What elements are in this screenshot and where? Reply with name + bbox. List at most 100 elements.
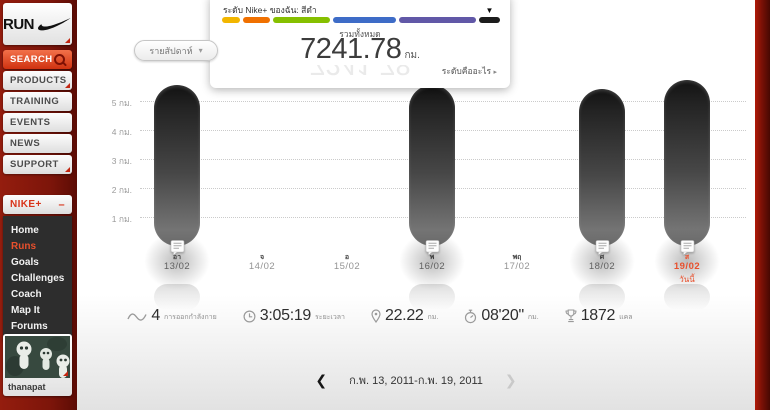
sidebar-item-home[interactable]: Home [11,224,39,236]
date-label: 15/02 [333,261,361,272]
run-bar-18/02[interactable] [579,89,625,246]
sidebar-nav-buttons: PRODUCTS TRAINING EVENTS NEWS SUPPORT [3,71,72,176]
note-icon[interactable] [680,240,695,256]
sidebar-button-support[interactable]: SUPPORT [3,155,72,174]
day-letter: จ [259,254,265,261]
sidebar-button-training[interactable]: TRAINING [3,92,72,111]
bar-reflection [154,284,200,310]
run-logo-text: RUN [3,15,35,33]
note-icon[interactable] [595,240,610,256]
stat-pace-value: 08'20" [481,307,524,324]
y-axis-tick-label: 1 กม. [111,214,132,224]
sidebar-item-forums[interactable]: Forums [11,320,48,332]
submenu-corner-icon [65,83,70,88]
y-axis-tick-label: 5 กม. [111,98,132,108]
stat-duration-value: 3:05:19 [259,307,312,324]
pin-icon [371,309,381,323]
run-logo[interactable]: RUN [3,3,72,45]
total-distance-unit: กม. [404,50,420,61]
stat-workouts-value: 4 [151,307,161,324]
profile-card[interactable]: thanapat [3,334,72,396]
stat-pace: 08'20" กม. [464,307,539,325]
search-button-label: SEARCH [10,54,53,65]
day-letter: อา [172,254,182,261]
arrow-right-icon: ▸ [493,69,497,76]
date-label: 18/02 [588,261,616,272]
day-letter: พ [429,254,435,261]
sidebar-item-runs[interactable]: Runs [11,240,36,252]
level-marker-icon: ▼ [485,6,494,15]
level-progress-bar [222,17,500,23]
sidebar-button-label: EVENTS [10,117,51,128]
clock-icon [243,309,256,323]
pulse-icon [127,310,148,323]
y-axis-tick-label: 4 กม. [111,127,132,137]
nikeplus-label: NIKE+ [10,199,42,210]
week-range-label: ก.พ. 13, 2011-ก.พ. 19, 2011 [349,375,483,387]
level-segment-green [273,17,330,23]
corner-triangle-icon [65,38,70,43]
sidebar-item-coach[interactable]: Coach [11,288,42,300]
stat-distance: 22.22 กม. [371,307,438,325]
day-letter: พฤ [512,254,522,261]
note-icon[interactable] [170,240,185,256]
previous-week-button[interactable]: ❮ [315,371,328,388]
level-popup-title: ระดับ Nike+ ของฉัน: สีดำ [223,5,317,15]
avatar [5,336,70,378]
stat-workouts-unit: การออกกำลังกาย [164,314,217,321]
sidebar-button-events[interactable]: EVENTS [3,113,72,132]
sidebar-button-news[interactable]: NEWS [3,134,72,153]
stat-calories-unit: แคล [619,314,633,321]
background-fade [77,295,755,410]
total-distance: 7241.78 กม. [210,33,510,66]
date-label: 19/02 [673,261,701,272]
stopwatch-icon [464,309,477,324]
level-segment-black [479,17,500,23]
y-axis-tick-label: 2 กม. [111,185,132,195]
sidebar-button-label: SUPPORT [10,159,59,170]
next-week-button[interactable]: ❯ [504,371,517,388]
y-axis-tick-label: 3 กม. [111,156,132,166]
sidebar-item-challenges[interactable]: Challenges [11,272,65,284]
stat-distance-unit: กม. [427,314,439,321]
username: thanapat [8,382,46,392]
search-button[interactable]: SEARCH [3,50,72,69]
sidebar-item-map-it[interactable]: Map It [11,304,40,316]
bar-reflection [409,284,455,310]
stat-duration-unit: ระยะเวลา [315,314,345,321]
stat-calories-value: 1872 [580,307,616,324]
sidebar-item-goals[interactable]: Goals [11,256,39,268]
what-is-level-link[interactable]: ระดับคืออะไร ▸ [442,64,497,78]
nike-swoosh-icon [36,17,72,31]
today-label: วันนี้ [679,275,695,284]
period-dropdown-label: รายสัปดาห์ [149,45,193,56]
collapse-icon: – [58,198,65,211]
page-frame-right [755,0,770,410]
what-is-level-label: ระดับคืออะไร [441,66,492,76]
date-label: 16/02 [418,261,446,272]
stat-pace-unit: กม. [527,314,539,321]
run-bar-16/02[interactable] [409,85,455,246]
level-segment-blue [333,17,396,23]
run-bar-13/02[interactable] [154,85,200,246]
day-letter: ศ [599,254,605,261]
run-bar-19/02[interactable] [664,80,710,246]
sidebar-button-products[interactable]: PRODUCTS [3,71,72,90]
note-icon[interactable] [425,240,440,256]
nikeplus-menu: Home Runs Goals Challenges Coach Map It Forums [3,216,72,341]
week-navigation: ❮ ก.พ. 13, 2011-ก.พ. 19, 2011 ❯ [77,371,755,389]
level-segment-purple [399,17,476,23]
sidebar-button-nikeplus[interactable]: NIKE+ – [3,195,72,214]
sidebar-button-label: NEWS [10,138,41,149]
date-label: 17/02 [503,261,531,272]
day-letter: อ [344,254,350,261]
sidebar: RUN SEARCH PRODUCTS TRAINING EVENTS NEWS SUP… [0,0,77,410]
weekly-stats-row: 4 การออกกำลังกาย 3:05:19 ระยะเวลา 22.22 กม. 08… [100,307,660,325]
stat-workouts: 4 การออกกำลังกาย [127,307,217,325]
date-label: 13/02 [163,261,191,272]
stat-distance-value: 22.22 [384,307,424,324]
period-dropdown[interactable]: รายสัปดาห์ ▾ [134,40,218,61]
search-icon [54,54,65,65]
